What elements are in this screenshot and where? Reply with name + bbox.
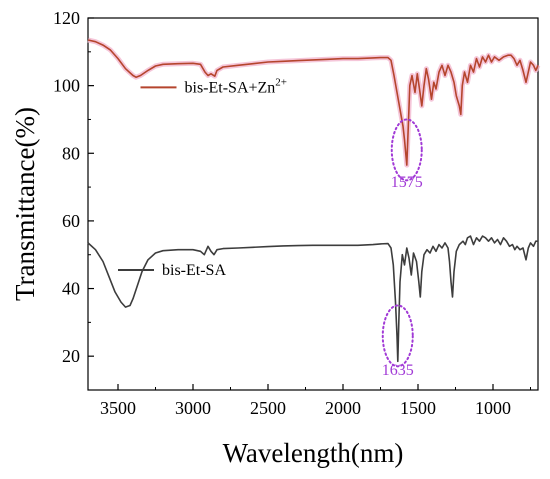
y-tick-label: 60 <box>62 211 80 231</box>
series-bands <box>87 37 541 168</box>
annotation-ellipse-1 <box>381 304 414 368</box>
legend-superscript-0: 2+ <box>275 76 287 88</box>
x-tick-label: 2000 <box>325 398 361 418</box>
legend: bis-Et-SA+Zn2+ bis-Et-SA <box>118 76 287 279</box>
plot-frame <box>87 17 539 391</box>
annotation-label-1: 1635 <box>382 362 414 379</box>
x-tick-label: 1000 <box>475 398 511 418</box>
legend-label-1: bis-Et-SA <box>162 262 226 279</box>
series-line-1 <box>87 235 538 363</box>
y-tick-label: 40 <box>62 279 80 299</box>
annotation-ellipse-0 <box>390 118 423 182</box>
y-tick-label: 80 <box>62 143 80 163</box>
x-tick-label: 3000 <box>175 398 211 418</box>
annotations: 1575 1635 <box>381 118 423 379</box>
y-tick-label: 20 <box>62 346 80 366</box>
y-axis-title: Transmittance(%) <box>10 107 40 301</box>
y-axis: 20 40 60 80 100 120 <box>53 8 94 366</box>
y-tick-label: 100 <box>53 76 80 96</box>
annotation-label-0: 1575 <box>391 174 423 191</box>
series-line-0 <box>87 39 539 166</box>
series-band-0 <box>87 37 541 168</box>
x-tick-label: 3500 <box>100 398 136 418</box>
x-axis: 3500 3000 2500 2000 1500 1000 <box>100 384 531 418</box>
x-tick-label: 1500 <box>400 398 436 418</box>
legend-label-0: bis-Et-SA+Zn2+ <box>185 76 288 96</box>
x-axis-title: Wavelength(nm) <box>223 438 404 468</box>
y-tick-label: 120 <box>53 8 80 28</box>
x-tick-label: 2500 <box>250 398 286 418</box>
series-lines <box>87 39 539 363</box>
